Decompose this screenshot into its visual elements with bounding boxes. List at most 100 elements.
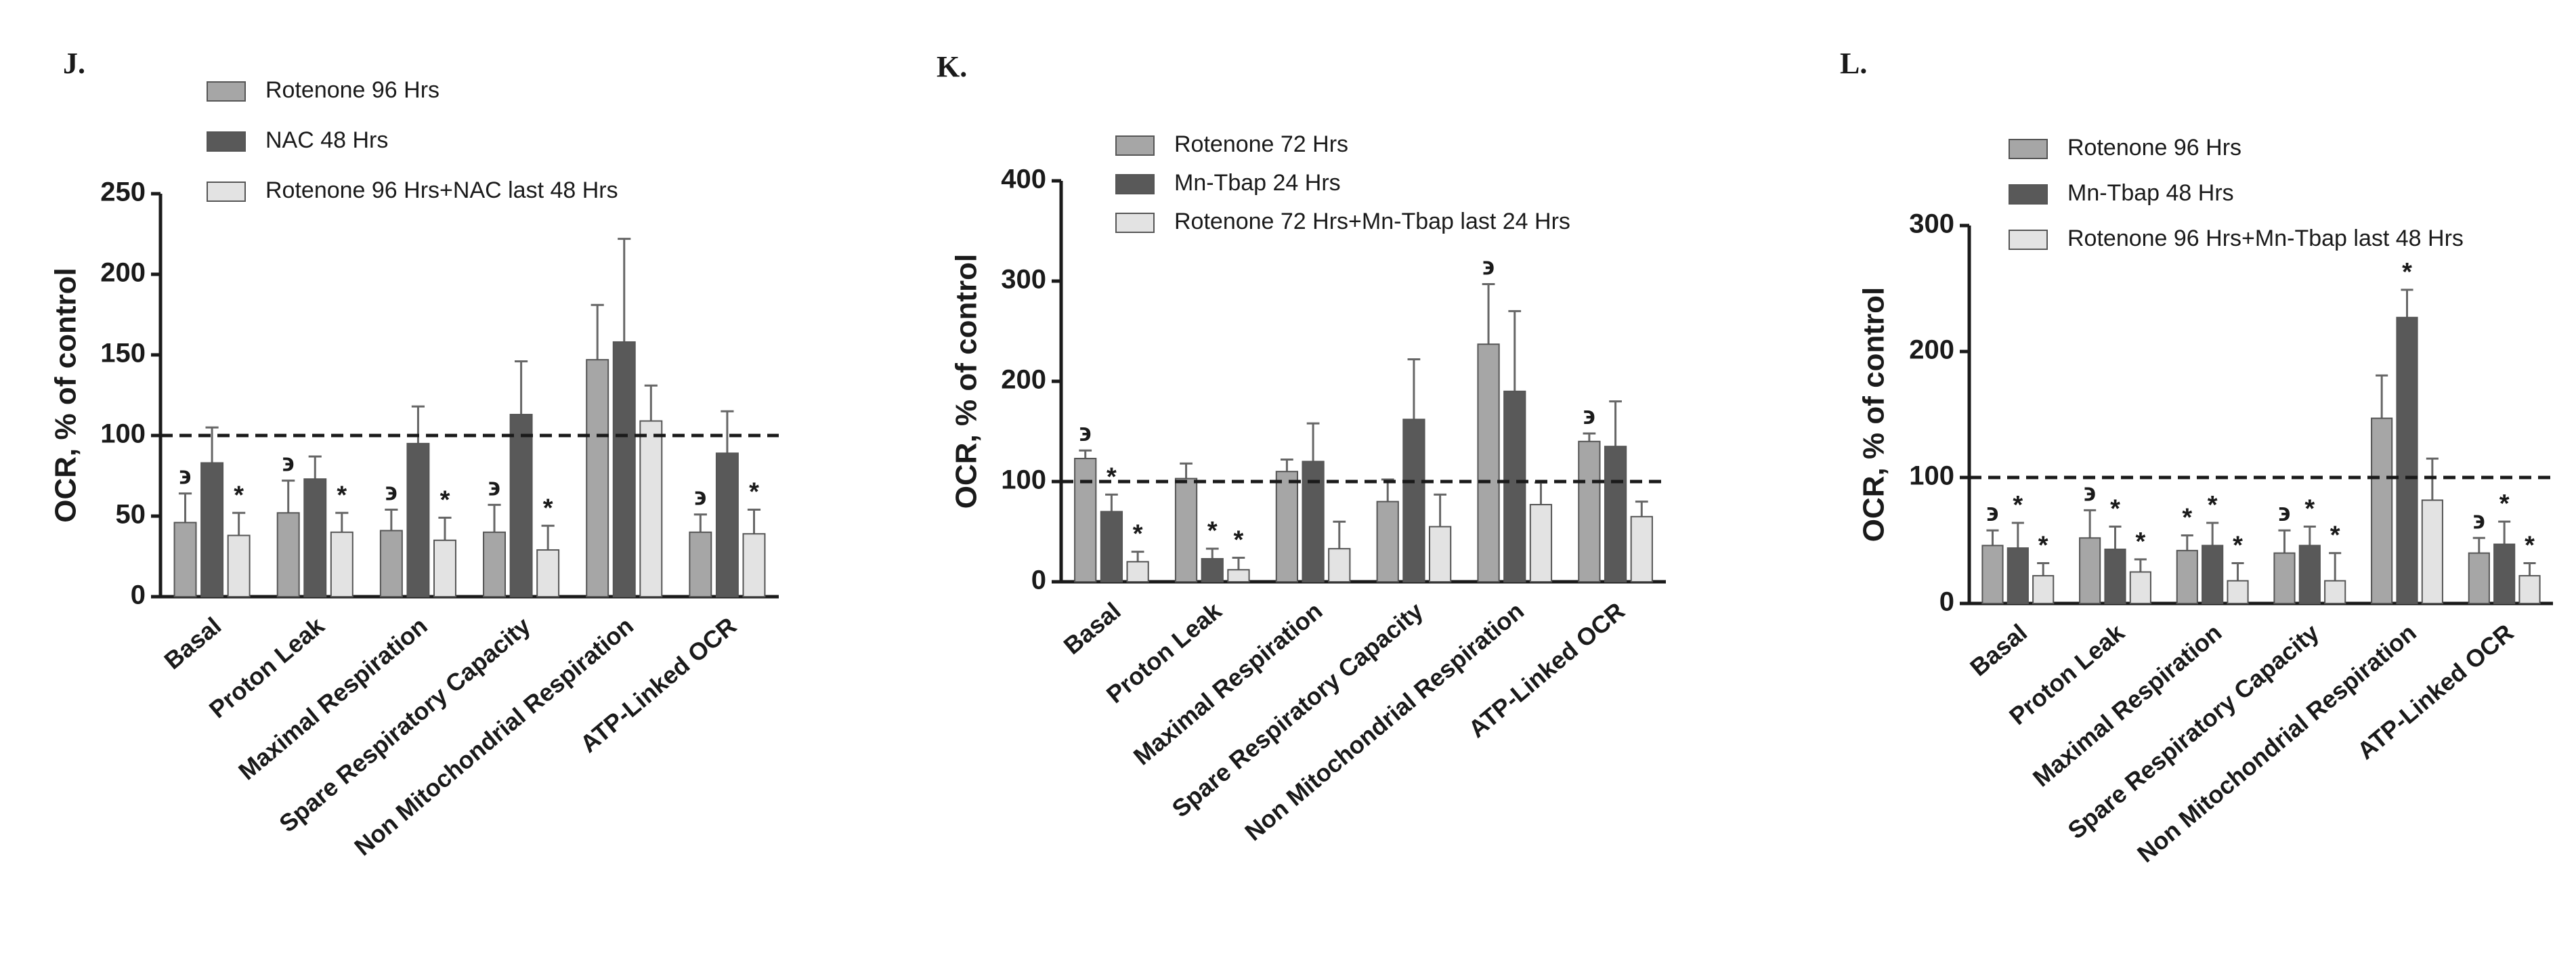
bar [2006, 547, 2029, 604]
significance-marker: ϶ [2278, 498, 2290, 527]
legend-label: Rotenone 96 Hrs+NAC last 48 Hrs [265, 177, 618, 203]
significance-marker: ϶ [2473, 506, 2485, 534]
bar [433, 539, 456, 598]
y-tick-label: 200 [100, 258, 146, 288]
significance-marker: * [440, 486, 450, 514]
bar [2032, 575, 2055, 605]
bar [406, 442, 430, 598]
legend-label: Rotenone 72 Hrs [1174, 131, 1348, 157]
panel-label: L. [1840, 47, 1867, 80]
bar [1578, 440, 1601, 582]
y-tick-label: 200 [1909, 335, 1954, 365]
bar [2129, 571, 2151, 604]
legend-label: Mn-Tbap 24 Hrs [1174, 170, 1341, 196]
bar [1477, 343, 1500, 582]
y-tick-label: 0 [1939, 587, 1954, 617]
significance-marker: * [2233, 532, 2243, 560]
y-tick-label: 400 [1001, 165, 1046, 194]
bar [1126, 561, 1149, 583]
legend-swatch [2009, 139, 2048, 159]
y-axis-label: OCR, % of control [1858, 287, 1891, 542]
significance-marker: * [1107, 463, 1117, 491]
y-tick-label: 0 [131, 580, 146, 610]
bar [1201, 557, 1224, 583]
significance-marker: ϶ [385, 478, 398, 507]
bar [173, 522, 197, 598]
bar [536, 549, 560, 597]
significance-marker: * [2013, 491, 2023, 519]
significance-marker: * [543, 494, 553, 522]
significance-marker: * [1133, 520, 1143, 549]
bar [200, 462, 224, 598]
legend-swatch [1115, 174, 1155, 194]
significance-marker: * [2208, 491, 2218, 519]
bar [1174, 477, 1198, 582]
bar [1074, 457, 1097, 583]
bar [227, 534, 251, 597]
bar [2493, 543, 2516, 605]
significance-marker: ϶ [1583, 402, 1595, 430]
significance-marker: ϶ [1482, 252, 1495, 280]
legend-swatch [207, 131, 246, 152]
bar [612, 341, 636, 597]
bar [483, 531, 506, 597]
legend-label: Rotenone 72 Hrs+Mn-Tbap last 24 Hrs [1174, 209, 1570, 234]
bar [1529, 504, 1553, 582]
y-axis-label: OCR, % of control [49, 268, 83, 522]
y-tick-label: 250 [100, 177, 146, 207]
panel-label: K. [937, 50, 967, 83]
significance-marker: ϶ [2084, 478, 2096, 507]
bar [689, 531, 712, 597]
bar [509, 414, 533, 597]
y-tick-label: 200 [1001, 365, 1046, 395]
x-tick-label: Maximal Respiration [233, 612, 433, 785]
y-tick-label: 100 [100, 419, 146, 449]
y-axis-label: OCR, % of control [950, 254, 983, 509]
chart-panel: K. OCR, % of control 0 100 200 300 400 Basal ϶ * *… [937, 50, 1666, 846]
bar [1302, 461, 1325, 583]
bar [1630, 515, 1653, 582]
significance-marker: * [2402, 258, 2412, 286]
bar [1402, 419, 1425, 582]
y-tick-label: 300 [1909, 209, 1954, 239]
significance-marker: ϶ [488, 473, 500, 501]
bar [2468, 552, 2490, 604]
legend-swatch [2009, 184, 2048, 205]
significance-marker: * [2110, 495, 2120, 524]
legend-swatch [2009, 230, 2048, 250]
bar [303, 478, 327, 598]
bar [1275, 471, 1299, 583]
significance-marker: * [234, 481, 244, 509]
bar [1503, 390, 1526, 582]
legend-label: Mn-Tbap 48 Hrs [2067, 180, 2234, 206]
bar [2371, 417, 2393, 605]
x-tick-label: Basal [1965, 618, 2032, 681]
bar [715, 452, 739, 597]
significance-marker: * [2330, 522, 2340, 550]
bar [2079, 537, 2101, 605]
bar [2324, 580, 2346, 605]
bar [1328, 548, 1351, 582]
bar [276, 512, 300, 597]
legend-swatch [1115, 213, 1155, 233]
legend-swatch [207, 182, 246, 202]
bar [2421, 499, 2443, 604]
bar [379, 530, 403, 597]
bar [2202, 545, 2224, 604]
bar [586, 359, 609, 597]
bar [330, 531, 353, 597]
significance-marker: ϶ [1986, 498, 1998, 527]
bar [2273, 552, 2296, 604]
bar [2104, 549, 2126, 605]
legend-label: Rotenone 96 Hrs [2067, 135, 2241, 161]
bar [2396, 316, 2418, 604]
significance-marker: * [2304, 495, 2315, 524]
legend-label: Rotenone 96 Hrs [265, 77, 439, 103]
x-tick-label: Maximal Respiration [1128, 597, 1328, 770]
x-tick-label: Basal [158, 612, 226, 675]
bar [1100, 511, 1123, 583]
bar [1604, 446, 1627, 583]
bar [2176, 549, 2198, 605]
